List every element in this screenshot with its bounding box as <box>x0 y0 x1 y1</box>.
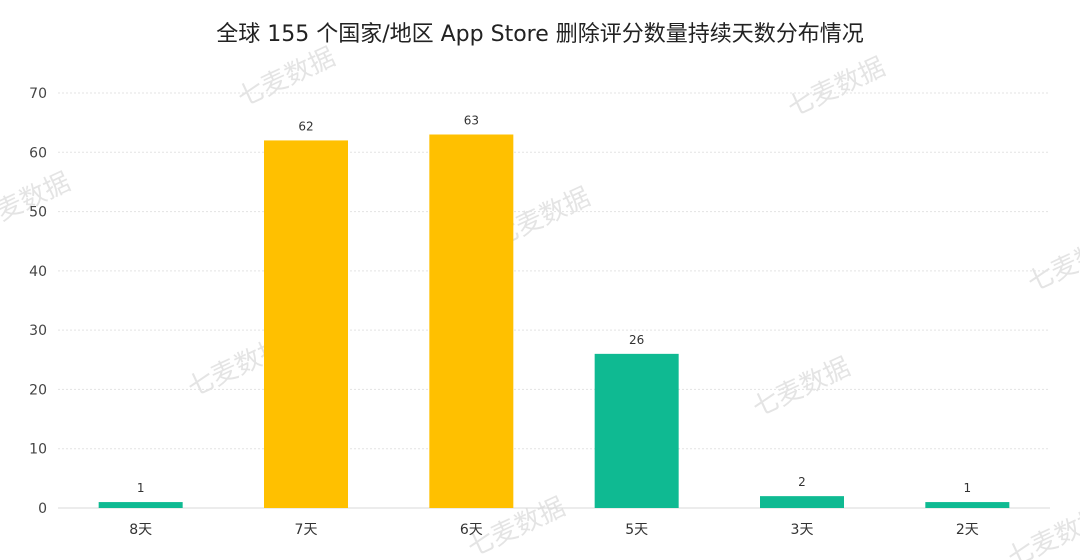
bar <box>760 496 844 508</box>
y-tick-label: 50 <box>29 205 47 221</box>
data-label: 2 <box>798 475 806 489</box>
bar <box>429 134 514 508</box>
data-label: 1 <box>137 481 145 495</box>
bars <box>98 134 1010 508</box>
watermark-text: 七麦数据 <box>1023 227 1080 298</box>
x-tick-label: 8天 <box>129 522 152 538</box>
bar <box>925 502 1010 508</box>
y-axis-ticks: 0 10 20 30 40 50 60 70 <box>29 86 47 517</box>
x-tick-label: 6天 <box>460 522 483 538</box>
watermark-text: 七麦数据 <box>1003 502 1080 560</box>
y-tick-label: 30 <box>29 323 47 339</box>
bar <box>594 353 679 508</box>
y-tick-label: 0 <box>38 501 47 517</box>
watermark-text: 七麦数据 <box>0 167 75 238</box>
x-tick-label: 3天 <box>791 522 814 538</box>
y-tick-label: 20 <box>29 382 47 398</box>
y-tick-label: 70 <box>29 86 47 102</box>
x-tick-label: 2天 <box>956 522 979 538</box>
y-tick-label: 60 <box>29 145 47 161</box>
y-tick-label: 40 <box>29 264 47 280</box>
data-labels: 1 62 63 26 2 1 <box>137 114 971 496</box>
chart-title: 全球 155 个国家/地区 App Store 删除评分数量持续天数分布情况 <box>216 22 864 47</box>
y-tick-label: 10 <box>29 442 47 458</box>
data-label: 26 <box>629 333 644 347</box>
gridlines <box>58 92 1050 509</box>
data-label: 1 <box>964 481 972 495</box>
bar <box>264 140 348 508</box>
watermark-text: 七麦数据 <box>233 42 340 113</box>
watermark-text: 七麦数据 <box>748 352 855 423</box>
watermark-text: 七麦数据 <box>783 52 890 123</box>
x-tick-label: 5天 <box>625 522 648 538</box>
data-label: 63 <box>464 114 479 128</box>
bar <box>98 502 183 508</box>
x-tick-label: 7天 <box>295 522 318 538</box>
x-axis-ticks: 8天 7天 6天 5天 3天 2天 <box>129 522 979 538</box>
data-label: 62 <box>298 119 313 133</box>
